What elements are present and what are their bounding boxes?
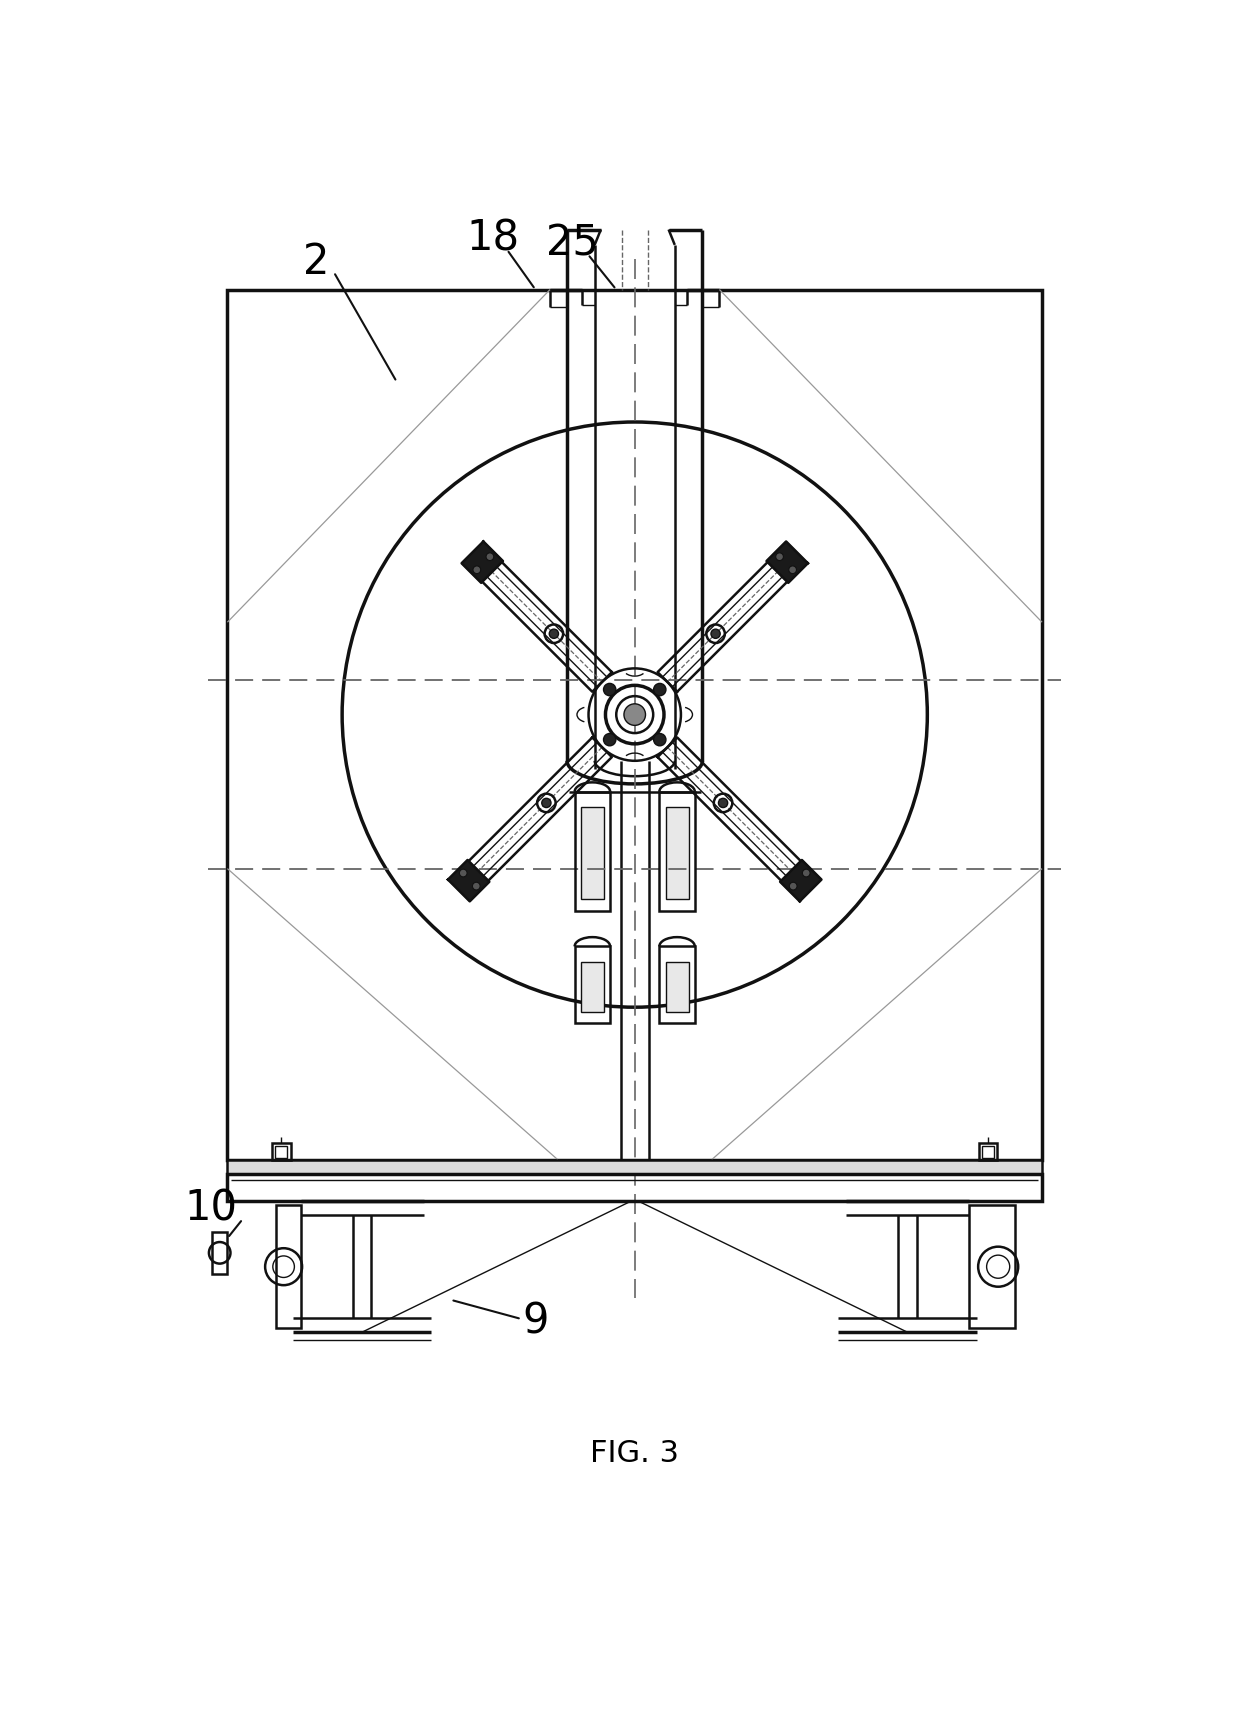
Circle shape <box>542 798 551 808</box>
Circle shape <box>604 733 616 746</box>
Bar <box>275 1146 288 1158</box>
Bar <box>227 1159 1042 1173</box>
Bar <box>580 961 604 1011</box>
Bar <box>227 289 1042 1159</box>
Text: FIG. 3: FIG. 3 <box>590 1440 680 1469</box>
Bar <box>660 946 694 1023</box>
Circle shape <box>711 630 720 638</box>
Bar <box>978 1142 997 1159</box>
Circle shape <box>789 566 796 574</box>
Bar <box>574 946 610 1023</box>
Circle shape <box>604 683 616 695</box>
Polygon shape <box>766 542 808 583</box>
Circle shape <box>472 566 481 574</box>
Bar <box>968 1206 1016 1328</box>
Circle shape <box>718 798 728 808</box>
Circle shape <box>653 683 666 695</box>
Polygon shape <box>448 860 490 901</box>
Bar <box>580 807 604 900</box>
Bar <box>212 1232 227 1275</box>
Circle shape <box>486 552 494 561</box>
Polygon shape <box>780 860 821 901</box>
Circle shape <box>549 630 558 638</box>
Text: 25: 25 <box>546 222 599 265</box>
Circle shape <box>790 882 797 889</box>
Text: 9: 9 <box>522 1300 548 1342</box>
Circle shape <box>653 733 666 746</box>
Text: 10: 10 <box>184 1189 237 1230</box>
Circle shape <box>459 869 467 877</box>
Bar <box>666 961 688 1011</box>
Text: 2: 2 <box>303 241 329 282</box>
Circle shape <box>802 869 810 877</box>
Bar <box>982 1146 994 1158</box>
Circle shape <box>472 882 480 889</box>
Circle shape <box>776 552 784 561</box>
Bar <box>574 791 610 912</box>
Bar <box>660 791 694 912</box>
Text: 18: 18 <box>466 218 520 260</box>
Polygon shape <box>461 542 503 583</box>
Bar <box>666 807 688 900</box>
Bar <box>272 1142 290 1159</box>
Bar <box>277 1206 300 1328</box>
Circle shape <box>624 703 646 726</box>
Bar <box>227 1173 1042 1201</box>
